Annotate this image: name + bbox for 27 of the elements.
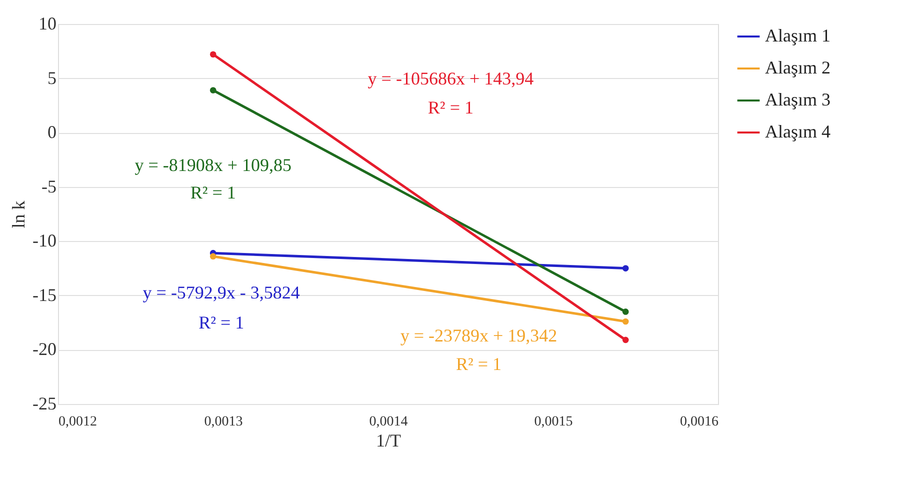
y-tick-label: 0 (48, 122, 56, 142)
y-tick-label: 10 (38, 14, 56, 34)
x-tick-label: 0,0013 (204, 414, 243, 430)
y-tick-label: 5 (48, 68, 56, 88)
y-tick-label: -20 (32, 339, 56, 360)
x-tick-label: 0,0015 (534, 414, 573, 430)
annotation: R² = 1 (428, 98, 474, 118)
legend-label: Alaşım 1 (765, 26, 830, 46)
x-axis-title: 1/T (376, 430, 401, 450)
annotation: y = -5792,9x - 3,5824 (142, 282, 300, 302)
legend-label: Alaşım 2 (765, 58, 830, 78)
y-tick-label: -10 (32, 230, 56, 251)
y-tick-label: -15 (32, 284, 56, 305)
x-tick-label: 0,0012 (58, 414, 97, 430)
annotation: y = -81908x + 109,85 (134, 155, 292, 176)
y-tick-label: -25 (32, 394, 56, 414)
annotation: R² = 1 (190, 182, 236, 202)
legend-label: Alaşım 4 (765, 122, 830, 142)
annotation: R² = 1 (456, 354, 502, 374)
x-tick-label: 0,0016 (680, 414, 718, 430)
x-tick-label: 0,0014 (369, 414, 408, 430)
annotation: y = -105686x + 143,94 (368, 68, 534, 88)
annotation: R² = 1 (198, 312, 244, 333)
legend-label: Alaşım 3 (765, 90, 830, 110)
annotation: y = -23789x + 19,342 (400, 326, 558, 346)
y-tick-label: -5 (42, 176, 56, 196)
y-axis-title: ln k (8, 200, 29, 228)
